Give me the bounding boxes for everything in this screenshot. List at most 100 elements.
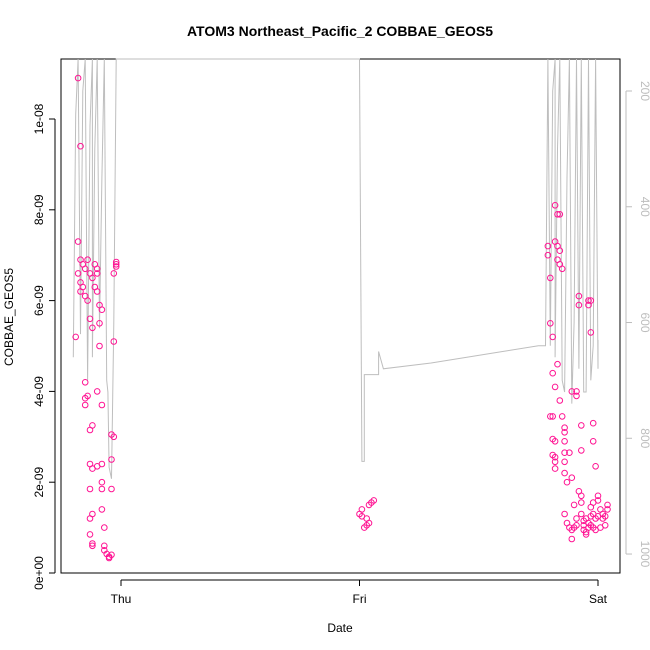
data-point <box>568 474 576 482</box>
data-point <box>547 274 554 282</box>
data-point <box>558 265 566 273</box>
data-point <box>587 329 595 336</box>
data-point <box>601 513 609 520</box>
data-point <box>363 515 371 522</box>
data-point <box>544 251 552 259</box>
data-point <box>108 431 115 438</box>
data-point <box>93 388 101 395</box>
data-point <box>77 142 84 150</box>
points-layer <box>72 74 611 562</box>
data-point <box>93 270 101 277</box>
data-point <box>594 513 602 520</box>
data-point <box>551 458 559 466</box>
data-point <box>86 485 94 493</box>
data-point <box>561 469 568 477</box>
data-point <box>551 383 559 391</box>
data-point <box>77 288 84 295</box>
y-tick-label: 1e-08 <box>32 103 46 134</box>
data-point <box>594 492 602 500</box>
data-point <box>89 542 96 550</box>
data-point <box>112 263 120 270</box>
x-tick-label: Sat <box>589 592 608 606</box>
data-point <box>594 497 602 504</box>
data-point <box>589 438 597 445</box>
data-point <box>81 401 89 409</box>
data-point <box>575 301 583 309</box>
data-point <box>89 274 96 282</box>
data-point <box>96 342 103 350</box>
data-point <box>544 242 552 250</box>
data-point <box>570 501 578 509</box>
data-point <box>93 265 101 273</box>
data-point <box>89 540 96 547</box>
data-point <box>556 397 564 404</box>
data-point <box>358 506 366 513</box>
x-axis: Thu Fri Sat <box>111 579 608 606</box>
data-point <box>108 485 115 493</box>
chart-title: ATOM3 Northeast_Pacific_2 COBBAE_GEOS5 <box>187 23 493 39</box>
data-point <box>578 422 585 429</box>
data-point <box>561 429 568 436</box>
data-point <box>96 320 103 327</box>
data-point <box>549 369 557 377</box>
data-point <box>81 265 89 273</box>
data-point <box>582 531 590 538</box>
plot-area-frame <box>60 58 621 574</box>
data-point <box>556 247 564 254</box>
data-point <box>72 333 79 341</box>
data-point <box>604 506 611 513</box>
data-point <box>558 413 566 420</box>
data-point <box>110 270 118 277</box>
data-point <box>561 510 568 518</box>
data-point <box>81 379 89 386</box>
data-point <box>74 238 82 245</box>
data-point <box>93 288 101 295</box>
data-point <box>592 463 599 470</box>
data-point <box>568 388 576 395</box>
right-axis: 200 400 600 800 1000 <box>625 81 650 568</box>
altitude-line <box>72 58 599 479</box>
data-point <box>98 485 106 493</box>
data-point <box>554 360 561 368</box>
altitude-line-layer <box>72 58 599 479</box>
data-point <box>568 535 576 543</box>
data-point <box>98 460 106 468</box>
data-point <box>585 297 592 304</box>
data-point <box>86 315 94 323</box>
data-point <box>561 424 568 432</box>
data-point <box>86 515 94 522</box>
data-point <box>86 531 94 538</box>
y2-tick-label: 600 <box>638 312 650 332</box>
data-point <box>561 449 568 457</box>
data-point <box>551 202 559 209</box>
x-tick-label: Fri <box>353 592 367 606</box>
y-tick-label: 0e+00 <box>32 556 46 590</box>
data-point <box>370 497 378 504</box>
data-point <box>74 270 82 277</box>
data-point <box>89 422 96 429</box>
y2-tick-label: 1000 <box>638 541 650 568</box>
data-point <box>566 449 573 457</box>
data-point <box>589 419 597 427</box>
data-point <box>575 292 583 300</box>
data-point <box>578 447 585 454</box>
data-point <box>547 320 554 327</box>
data-point <box>573 388 580 395</box>
data-point <box>84 297 91 304</box>
data-point <box>573 515 580 522</box>
data-point <box>554 211 561 218</box>
y2-tick-label: 200 <box>638 81 650 101</box>
data-point <box>98 478 106 486</box>
data-point <box>112 261 120 268</box>
x-axis-label: Date <box>327 621 353 635</box>
data-point <box>551 438 559 445</box>
data-point <box>89 324 96 332</box>
data-point <box>549 333 557 341</box>
y-axis-label: COBBAE_GEOS5 <box>2 268 16 366</box>
data-point <box>551 453 559 461</box>
data-point <box>84 256 91 264</box>
data-point <box>578 510 585 518</box>
data-point <box>573 522 580 529</box>
data-point <box>597 524 604 531</box>
